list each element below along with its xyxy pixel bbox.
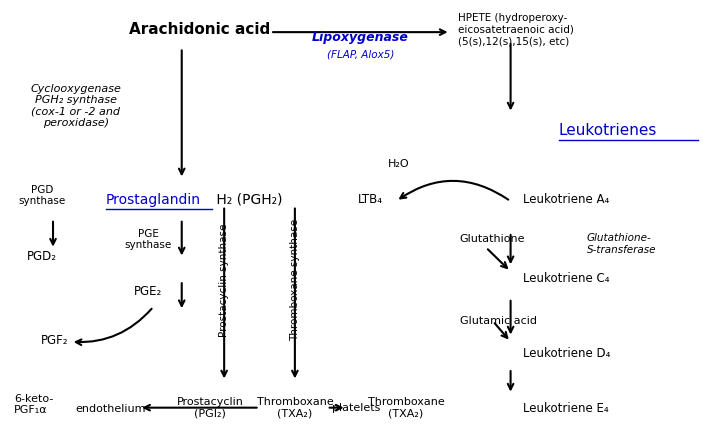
Text: Leukotrienes: Leukotrienes	[559, 123, 657, 138]
Text: Leukotriene E₄: Leukotriene E₄	[523, 403, 609, 415]
Text: Glutathione: Glutathione	[459, 234, 525, 244]
Text: Arachidonic acid: Arachidonic acid	[129, 23, 270, 38]
Text: Cyclooxygenase
PGH₂ synthase
(cox-1 or -2 and
peroxidase): Cyclooxygenase PGH₂ synthase (cox-1 or -…	[31, 84, 121, 128]
Text: PGD₂: PGD₂	[27, 250, 57, 263]
Text: (FLAP, Alox5): (FLAP, Alox5)	[327, 50, 394, 60]
Text: PGE
synthase: PGE synthase	[125, 229, 172, 250]
Text: Lipoxygenase: Lipoxygenase	[312, 31, 409, 44]
Text: H₂ (PGH₂): H₂ (PGH₂)	[212, 193, 283, 207]
Text: Thromboxane
(TXA₂): Thromboxane (TXA₂)	[368, 397, 444, 419]
Text: Glutathione-
S-transferase: Glutathione- S-transferase	[587, 233, 657, 255]
Text: Thromboxane
(TXA₂): Thromboxane (TXA₂)	[256, 397, 333, 419]
Text: PGD
synthase: PGD synthase	[18, 185, 65, 206]
Text: Leukotriene A₄: Leukotriene A₄	[523, 194, 610, 206]
Text: H₂O: H₂O	[388, 159, 410, 169]
Text: Thromboxane synthase: Thromboxane synthase	[290, 219, 300, 341]
Text: Prostacyclin synthase: Prostacyclin synthase	[219, 224, 229, 337]
Text: LTB₄: LTB₄	[358, 194, 383, 206]
Text: Prostaglandin: Prostaglandin	[106, 193, 201, 207]
Text: PGF₂: PGF₂	[40, 334, 68, 347]
Text: Leukotriene D₄: Leukotriene D₄	[523, 347, 611, 360]
Text: Prostacyclin
(PGI₂): Prostacyclin (PGI₂)	[177, 397, 244, 419]
Text: HPETE (hydroperoxy-
eicosatetraenoic acid)
(5(s),12(s),15(s), etc): HPETE (hydroperoxy- eicosatetraenoic aci…	[457, 13, 574, 46]
Text: 6-keto-
PGF₁α: 6-keto- PGF₁α	[14, 394, 53, 415]
Text: platelets: platelets	[332, 403, 381, 413]
Text: Glutamic acid: Glutamic acid	[459, 316, 537, 326]
Text: Leukotriene C₄: Leukotriene C₄	[523, 272, 610, 286]
Text: PGE₂: PGE₂	[134, 285, 163, 298]
Text: endothelium: endothelium	[76, 404, 146, 414]
